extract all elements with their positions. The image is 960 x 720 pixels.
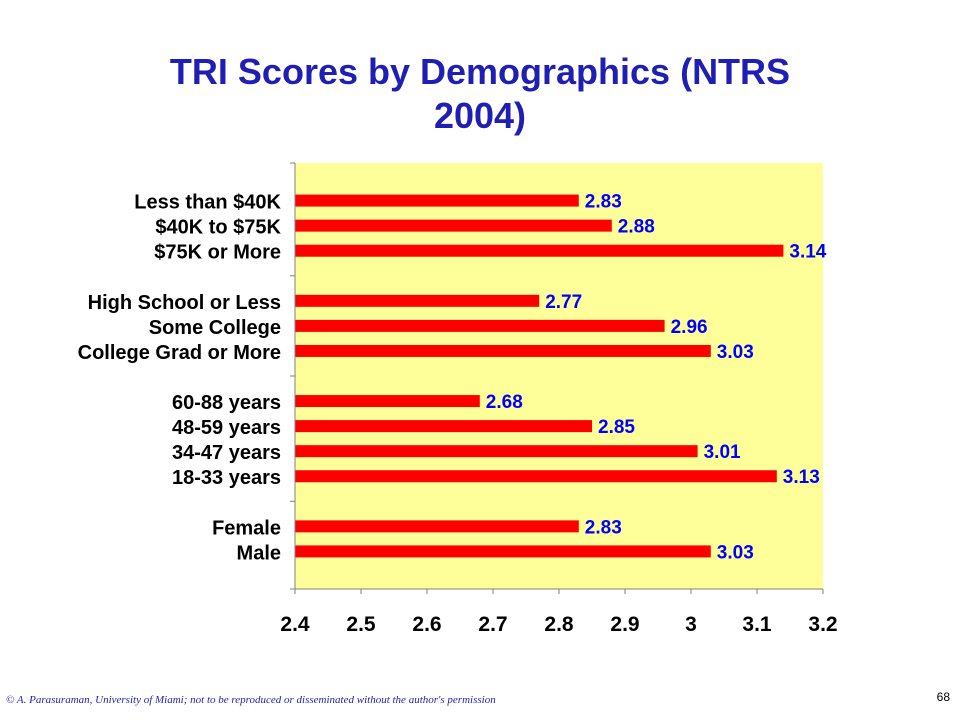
x-tick-label: 3.1	[742, 613, 772, 636]
chart-title-line-2: 2004)	[433, 95, 527, 136]
page-number: 68	[936, 690, 950, 704]
data-label: 2.83	[585, 192, 622, 213]
bar	[295, 344, 711, 357]
bar	[295, 545, 711, 558]
x-tick-label: 2.7	[478, 613, 507, 636]
bar	[295, 395, 480, 408]
category-label: $75K or More	[154, 242, 281, 264]
data-label: 3.01	[704, 442, 741, 463]
bar	[295, 520, 579, 533]
data-label: 3.13	[783, 467, 820, 488]
x-tick-label: 3	[685, 613, 697, 636]
x-tick-label: 2.9	[610, 613, 639, 636]
copyright-note: © A. Parasuraman, University of Miami; n…	[6, 694, 496, 706]
plot-background	[295, 163, 823, 589]
category-label: 48-59 years	[172, 417, 281, 439]
category-label: Some College	[149, 317, 281, 339]
bar	[295, 219, 612, 232]
x-tick-label: 2.5	[346, 613, 376, 636]
chart-title: TRI Scores by Demographics (NTRS 2004)	[100, 50, 860, 138]
bar	[295, 470, 777, 483]
data-label: 3.14	[789, 242, 826, 263]
bar	[295, 294, 540, 307]
category-label: 60-88 years	[172, 392, 281, 414]
bar	[295, 194, 579, 207]
data-label: 2.68	[486, 392, 523, 413]
chart-title-line-1: TRI Scores by Demographics (NTRS	[169, 51, 791, 92]
category-label: 34-47 years	[172, 442, 281, 464]
bar	[295, 420, 592, 433]
x-tick-label: 3.2	[808, 613, 837, 636]
data-label: 2.83	[585, 517, 622, 538]
data-label: 2.96	[671, 317, 708, 338]
data-label: 2.77	[545, 292, 582, 313]
bar	[295, 319, 665, 332]
data-label: 2.85	[598, 417, 635, 438]
category-label: Less than $40K	[134, 192, 281, 214]
category-label: 18-33 years	[172, 467, 281, 489]
data-label: 3.03	[717, 542, 754, 563]
bar	[295, 445, 698, 458]
category-label: College Grad or More	[78, 342, 281, 364]
x-tick-label: 2.4	[280, 613, 310, 636]
data-label: 3.03	[717, 342, 754, 363]
bar	[295, 244, 784, 257]
category-label: $40K to $75K	[155, 217, 281, 239]
data-label: 2.88	[618, 217, 655, 238]
category-label: High School or Less	[88, 292, 281, 314]
category-label: Male	[237, 542, 281, 564]
x-tick-label: 2.8	[544, 613, 574, 636]
x-tick-label: 2.6	[412, 613, 441, 636]
category-label: Female	[212, 517, 281, 539]
